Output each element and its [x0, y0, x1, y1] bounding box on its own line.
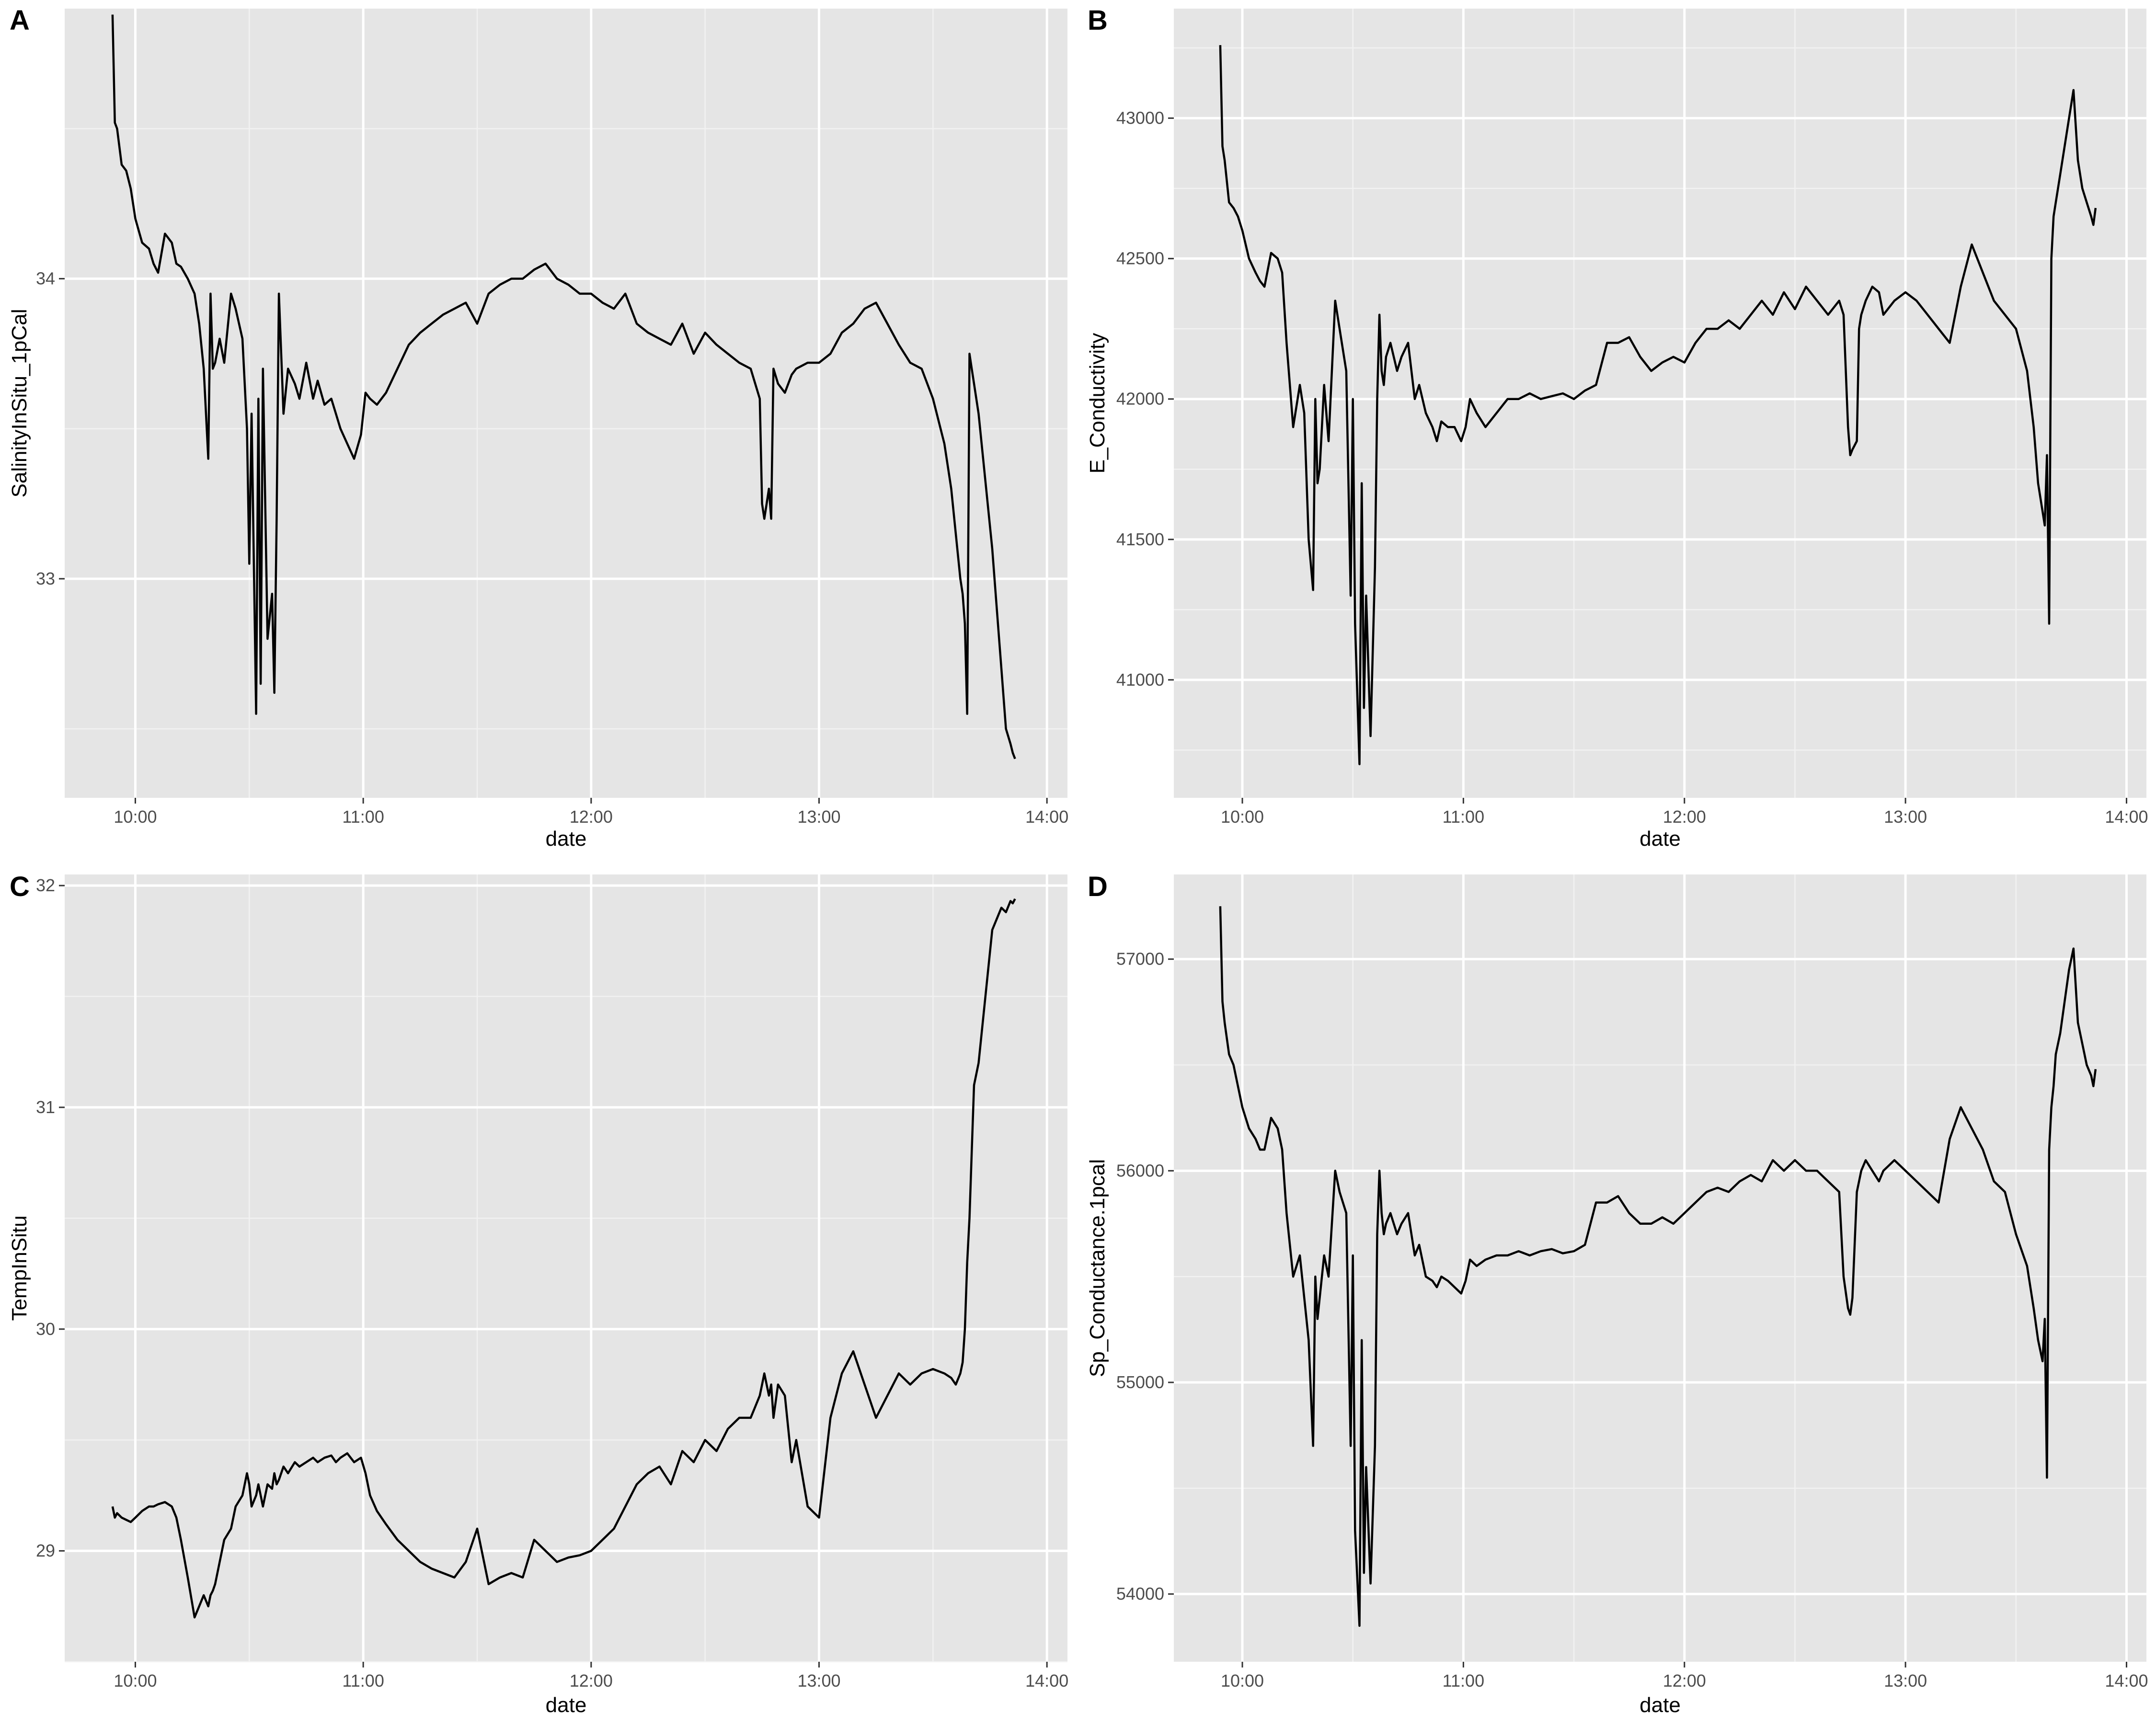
series-line [111, 898, 1016, 1619]
y-tick-label: 32 [36, 875, 55, 895]
plot-background [1174, 9, 2146, 798]
y-tick-label: 41500 [1116, 529, 1164, 549]
y-axis-title: E_Conductivity [1086, 333, 1109, 473]
x-tick-label: 12:00 [570, 1671, 613, 1690]
x-tick-label: 13:00 [797, 1671, 840, 1690]
plot-background [65, 9, 1067, 798]
x-tick-label: 14:00 [2105, 807, 2148, 827]
panel-tag: A [10, 5, 30, 36]
plot-background [65, 874, 1067, 1662]
x-tick-label: 13:00 [1884, 807, 1927, 827]
x-axis-title: date [1640, 827, 1681, 851]
x-tick-label: 14:00 [2105, 1671, 2148, 1690]
x-tick-label: 10:00 [114, 807, 157, 827]
y-tick-label: 56000 [1116, 1161, 1164, 1180]
series-line [1219, 45, 2097, 765]
x-tick-label: 13:00 [1884, 1671, 1927, 1690]
panel-b: 10:00 11:00 12:00 13:00 14:00 41000 41500 42000… [1086, 5, 2148, 851]
y-tick-label: 42500 [1116, 249, 1164, 268]
y-tick-label: 34 [36, 269, 55, 288]
x-tick-label: 10:00 [1221, 807, 1264, 827]
y-axis-title: TempInSitu [8, 1215, 31, 1321]
y-tick-label: 31 [36, 1097, 55, 1117]
x-tick-label: 11:00 [342, 807, 384, 827]
y-tick-label: 55000 [1116, 1372, 1164, 1392]
x-tick-label: 13:00 [797, 807, 840, 827]
panel-a: 10:00 11:00 12:00 13:00 14:00 33 34 date Salinit… [8, 5, 1068, 851]
series-line [111, 14, 1016, 759]
panel-tag: D [1088, 871, 1108, 902]
y-tick-label: 29 [36, 1541, 55, 1561]
x-tick-label: 12:00 [570, 807, 613, 827]
y-axis-title: SalinityInSitu_1pCal [8, 309, 31, 498]
x-tick-label: 11:00 [1443, 807, 1484, 827]
series-line [1219, 906, 2097, 1627]
y-tick-label: 54000 [1116, 1584, 1164, 1604]
x-tick-label: 14:00 [1025, 1671, 1068, 1690]
x-tick-label: 11:00 [342, 1671, 384, 1690]
x-tick-label: 12:00 [1663, 1671, 1706, 1690]
x-axis-title: date [546, 827, 587, 851]
x-tick-label: 11:00 [1443, 1671, 1484, 1690]
x-tick-label: 12:00 [1663, 807, 1706, 827]
plot-background [1174, 874, 2146, 1662]
x-tick-label: 10:00 [114, 1671, 157, 1690]
y-tick-label: 30 [36, 1319, 55, 1339]
x-tick-label: 10:00 [1221, 1671, 1264, 1690]
x-axis-title: date [1640, 1693, 1681, 1717]
y-tick-label: 42000 [1116, 389, 1164, 409]
y-axis-title: Sp_Conductance.1pcal [1086, 1159, 1109, 1377]
panel-d: 10:00 11:00 12:00 13:00 14:00 54000 55000 56000… [1086, 871, 2148, 1717]
panel-tag: B [1088, 5, 1108, 36]
y-tick-label: 57000 [1116, 949, 1164, 969]
x-tick-label: 14:00 [1025, 807, 1068, 827]
x-axis-title: date [546, 1693, 587, 1717]
y-tick-label: 33 [36, 569, 55, 588]
y-tick-label: 43000 [1116, 108, 1164, 128]
y-tick-label: 41000 [1116, 670, 1164, 690]
panel-tag: C [10, 871, 30, 902]
panel-c: 10:00 11:00 12:00 13:00 14:00 29 30 31 32 date Tem… [8, 871, 1068, 1717]
